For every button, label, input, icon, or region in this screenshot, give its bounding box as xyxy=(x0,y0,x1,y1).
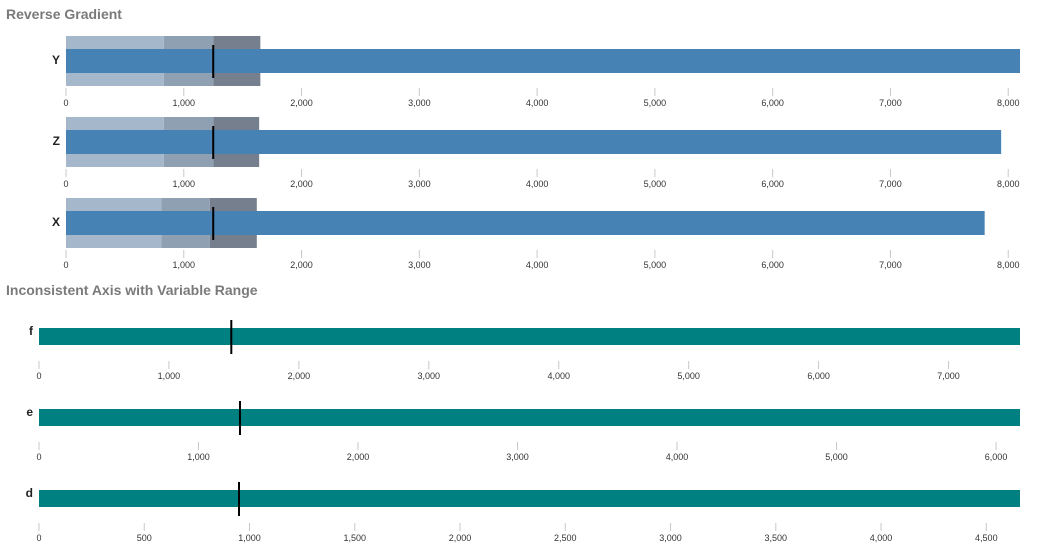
axis-tick-label: 6,000 xyxy=(761,179,784,189)
axis-tick-label: 0 xyxy=(63,260,68,270)
axis-tick-label: 2,000 xyxy=(290,98,313,108)
value-bar xyxy=(66,130,1002,154)
axis-tick-label: 1,000 xyxy=(173,98,196,108)
value-bar xyxy=(39,409,1020,426)
axis-tick-label: 2,000 xyxy=(347,452,370,462)
axis-tick-label: 4,000 xyxy=(526,98,549,108)
axis-tick-label: 7,000 xyxy=(879,179,902,189)
axis-tick-label: 1,000 xyxy=(238,533,261,543)
axis-tick-label: 2,000 xyxy=(288,371,311,381)
axis-tick-label: 4,000 xyxy=(666,452,689,462)
category-label: X xyxy=(52,215,60,229)
axis-tick-label: 2,500 xyxy=(554,533,577,543)
axis-tick-label: 0 xyxy=(36,533,41,543)
axis-tick-label: 0 xyxy=(63,98,68,108)
axis-tick-label: 3,000 xyxy=(659,533,682,543)
axis-tick-label: 0 xyxy=(36,371,41,381)
axis-tick-label: 4,000 xyxy=(526,179,549,189)
category-label: Y xyxy=(52,53,60,67)
axis-tick-label: 0 xyxy=(36,452,41,462)
axis-tick-label: 3,000 xyxy=(408,98,431,108)
axis-tick-label: 3,000 xyxy=(408,260,431,270)
axis-tick-label: 8,000 xyxy=(997,98,1020,108)
axis-tick-label: 8,000 xyxy=(997,260,1020,270)
axis-tick-label: 5,000 xyxy=(677,371,700,381)
value-bar xyxy=(39,328,1020,345)
value-bar xyxy=(39,490,1020,507)
axis-tick-label: 2,000 xyxy=(449,533,472,543)
axis-tick-label: 4,000 xyxy=(547,371,570,381)
category-label: f xyxy=(29,324,34,338)
axis-tick-label: 5,000 xyxy=(825,452,848,462)
axis-tick-label: 1,000 xyxy=(187,452,210,462)
axis-tick-label: 6,000 xyxy=(985,452,1008,462)
axis-tick-label: 2,000 xyxy=(290,179,313,189)
axis-tick-label: 6,000 xyxy=(761,98,784,108)
value-bar xyxy=(66,211,985,235)
axis-tick-label: 3,000 xyxy=(418,371,441,381)
axis-tick-label: 7,000 xyxy=(879,98,902,108)
axis-tick-label: 5,000 xyxy=(644,98,667,108)
axis-tick-label: 8,000 xyxy=(997,179,1020,189)
axis-tick-label: 1,000 xyxy=(158,371,181,381)
value-bar xyxy=(66,49,1020,73)
axis-tick-label: 4,000 xyxy=(526,260,549,270)
axis-tick-label: 6,000 xyxy=(807,371,830,381)
category-label: e xyxy=(26,405,33,419)
category-label: Z xyxy=(53,134,60,148)
axis-tick-label: 3,000 xyxy=(408,179,431,189)
axis-tick-label: 4,500 xyxy=(975,533,998,543)
axis-tick-label: 6,000 xyxy=(761,260,784,270)
axis-tick-label: 7,000 xyxy=(879,260,902,270)
section-title-reverse-gradient: Reverse Gradient xyxy=(6,6,122,22)
axis-tick-label: 4,000 xyxy=(870,533,893,543)
axis-tick-label: 1,500 xyxy=(344,533,367,543)
axis-tick-label: 5,000 xyxy=(644,179,667,189)
section-title-inconsistent-axis: Inconsistent Axis with Variable Range xyxy=(6,282,258,298)
axis-tick-label: 0 xyxy=(63,179,68,189)
axis-tick-label: 2,000 xyxy=(290,260,313,270)
axis-tick-label: 1,000 xyxy=(173,179,196,189)
category-label: d xyxy=(26,486,33,500)
axis-tick-label: 500 xyxy=(137,533,152,543)
axis-tick-label: 3,000 xyxy=(506,452,529,462)
axis-tick-label: 3,500 xyxy=(765,533,788,543)
axis-tick-label: 1,000 xyxy=(173,260,196,270)
axis-tick-label: 5,000 xyxy=(644,260,667,270)
axis-tick-label: 7,000 xyxy=(937,371,960,381)
